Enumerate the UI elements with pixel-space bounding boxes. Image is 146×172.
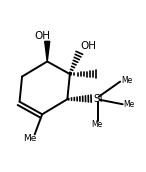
Text: Me: Me <box>123 100 135 109</box>
Text: Si: Si <box>93 94 103 104</box>
Polygon shape <box>45 41 50 61</box>
Text: OH: OH <box>35 31 51 41</box>
Text: OH: OH <box>80 41 96 51</box>
Text: Me: Me <box>91 120 102 129</box>
Text: Me: Me <box>121 76 132 85</box>
Text: Me: Me <box>23 134 37 143</box>
